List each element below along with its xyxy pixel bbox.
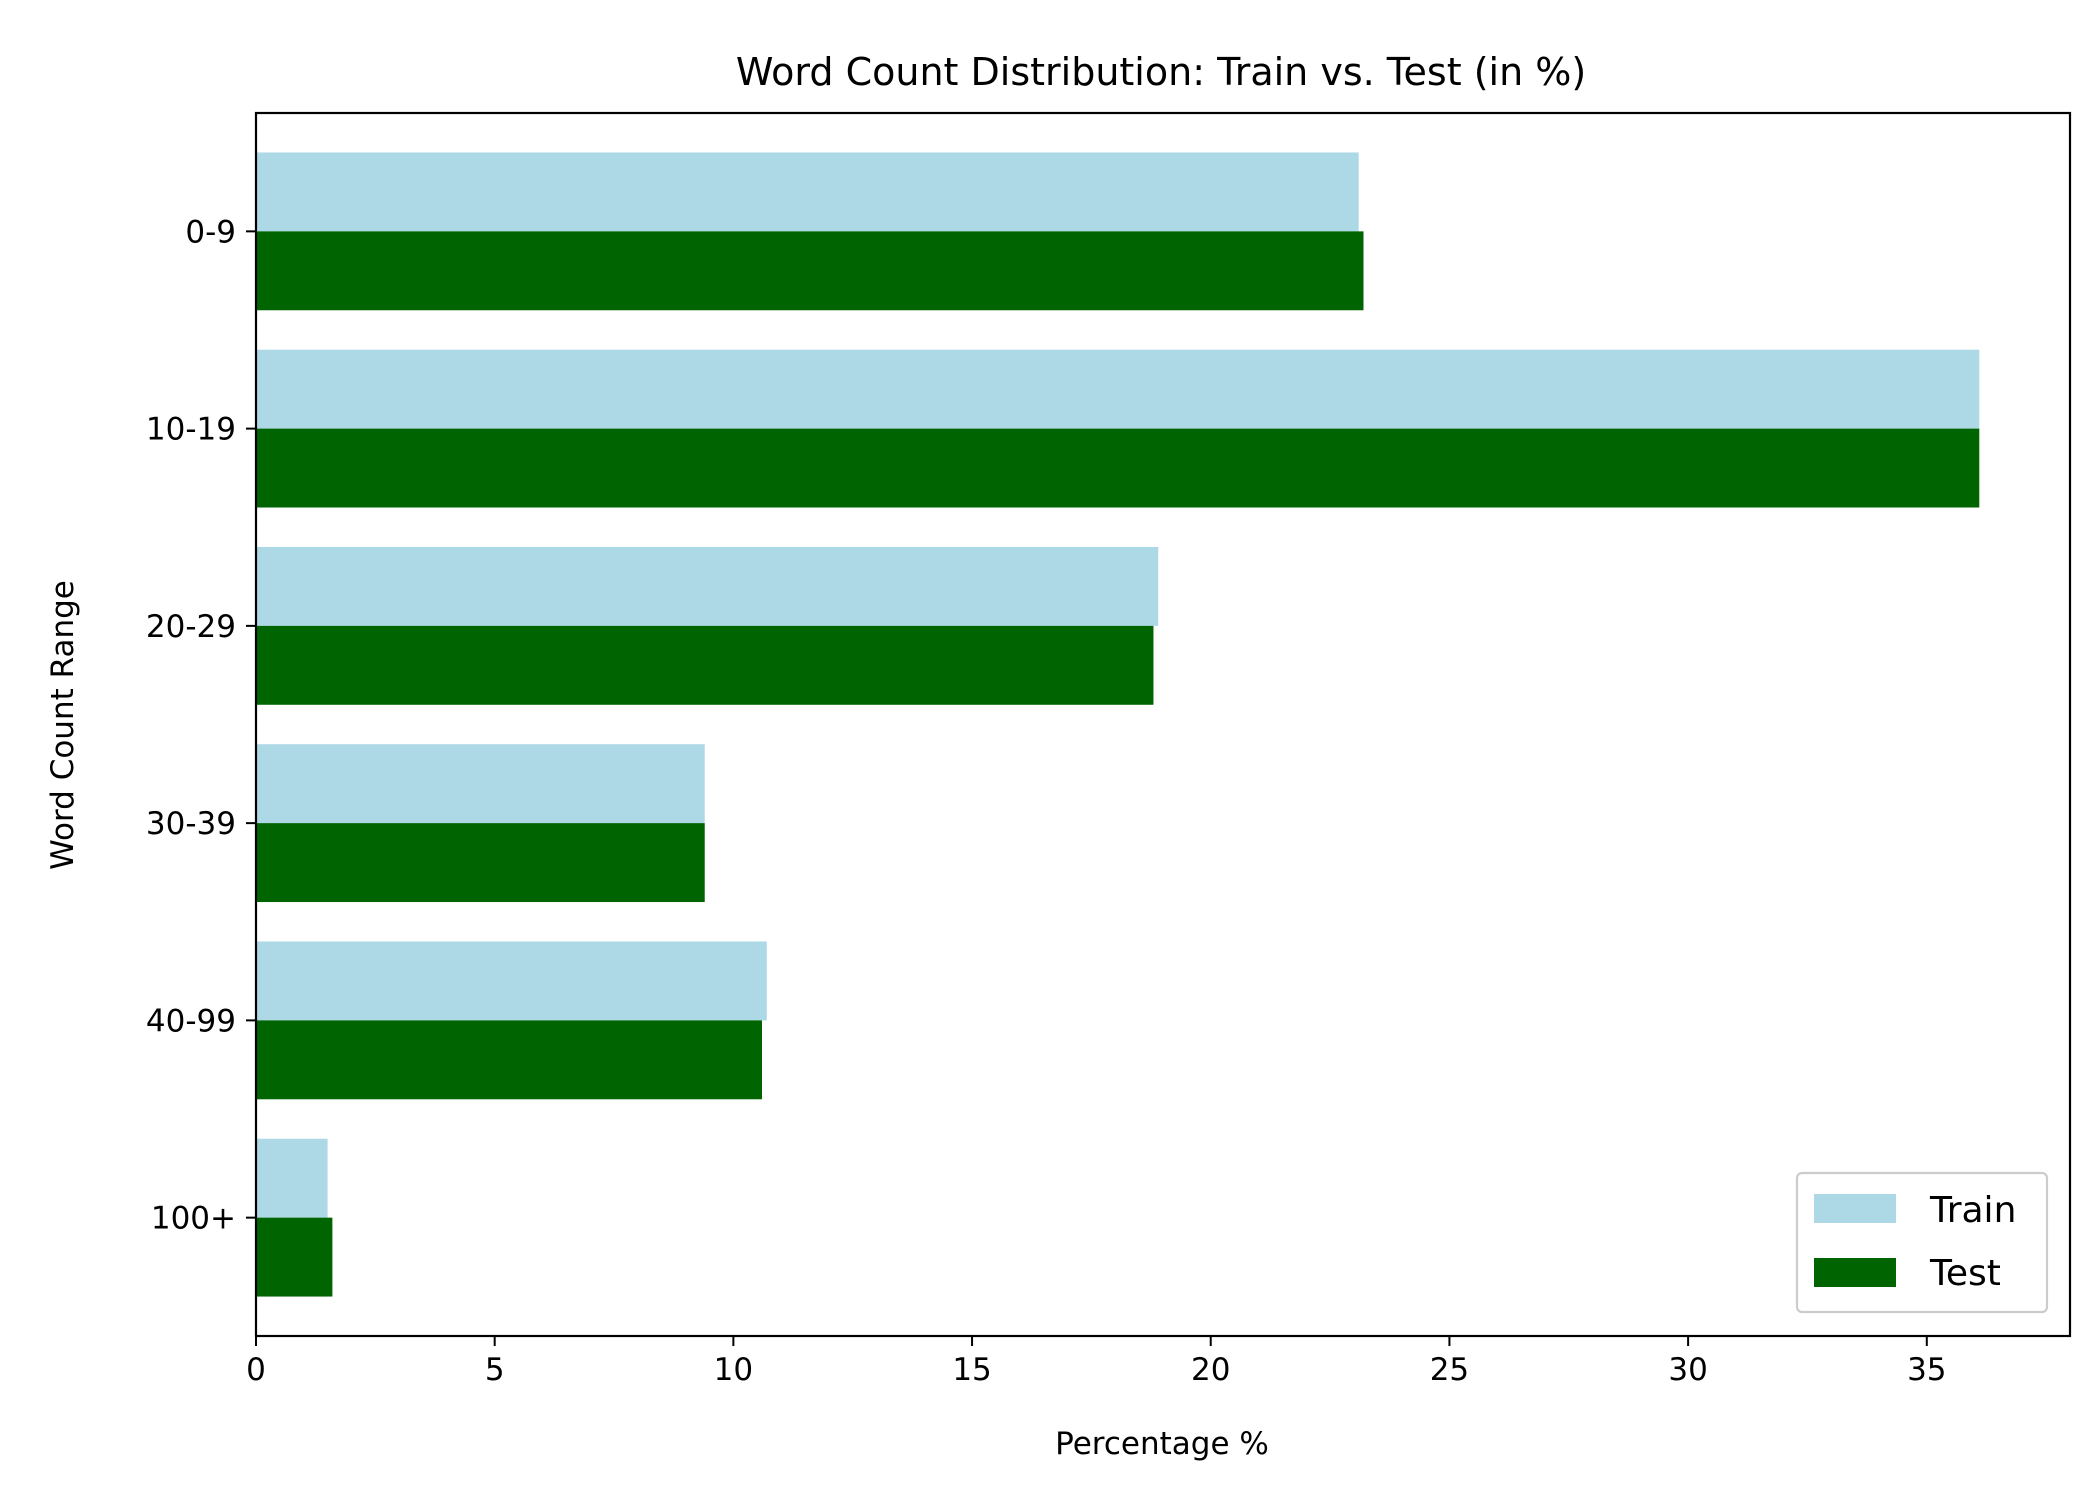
- bar-train-10-19: [256, 349, 1980, 429]
- plot-frame: [254, 111, 2072, 1338]
- x-tick-label: 20: [1191, 1352, 1230, 1388]
- y-axis-ticks: 0-9 10-19 20-29 30-39 40-99 100+: [146, 214, 256, 1237]
- bar-test-10-19: [256, 428, 1980, 508]
- x-tick-label: 0: [246, 1352, 266, 1388]
- x-tick-label: 15: [952, 1352, 991, 1388]
- y-tick-label: 30-39: [146, 806, 236, 842]
- chart-title: Word Count Distribution: Train vs. Test …: [736, 50, 1586, 94]
- bar-train-0-9: [256, 152, 1359, 232]
- x-tick-label: 5: [485, 1352, 505, 1388]
- bar-test-30-39: [256, 823, 705, 903]
- legend-swatch-test: [1814, 1258, 1896, 1287]
- bar-train-40-99: [256, 941, 767, 1021]
- y-tick-label: 40-99: [146, 1003, 236, 1039]
- x-axis-ticks: 0 5 10 15 20 25 30 35: [246, 1336, 1947, 1388]
- bar-test-40-99: [256, 1020, 763, 1100]
- y-tick-label: 0-9: [185, 214, 236, 250]
- plot-area: [254, 111, 2072, 1338]
- legend-swatch-train: [1814, 1194, 1896, 1223]
- bar-train-30-39: [256, 744, 705, 824]
- bars: [256, 152, 1980, 1297]
- x-tick-label: 10: [714, 1352, 753, 1388]
- bar-train-20-29: [256, 546, 1159, 626]
- legend-label-train: Train: [1929, 1190, 2016, 1231]
- y-tick-label: 10-19: [146, 412, 236, 448]
- x-tick-label: 25: [1430, 1352, 1469, 1388]
- y-tick-label: 100+: [151, 1201, 236, 1237]
- bar-train-100: [256, 1138, 328, 1218]
- x-tick-label: 35: [1907, 1352, 1946, 1388]
- y-axis-label: Word Count Range: [45, 580, 81, 870]
- legend-label-test: Test: [1929, 1253, 2001, 1294]
- y-tick-label: 20-29: [146, 609, 236, 645]
- legend: Train Test: [1795, 1171, 2049, 1314]
- bar-test-20-29: [256, 625, 1154, 705]
- bar-test-100: [256, 1217, 333, 1297]
- bar-test-0-9: [256, 231, 1364, 311]
- x-tick-label: 30: [1668, 1352, 1707, 1388]
- x-axis-label: Percentage %: [1055, 1426, 1269, 1462]
